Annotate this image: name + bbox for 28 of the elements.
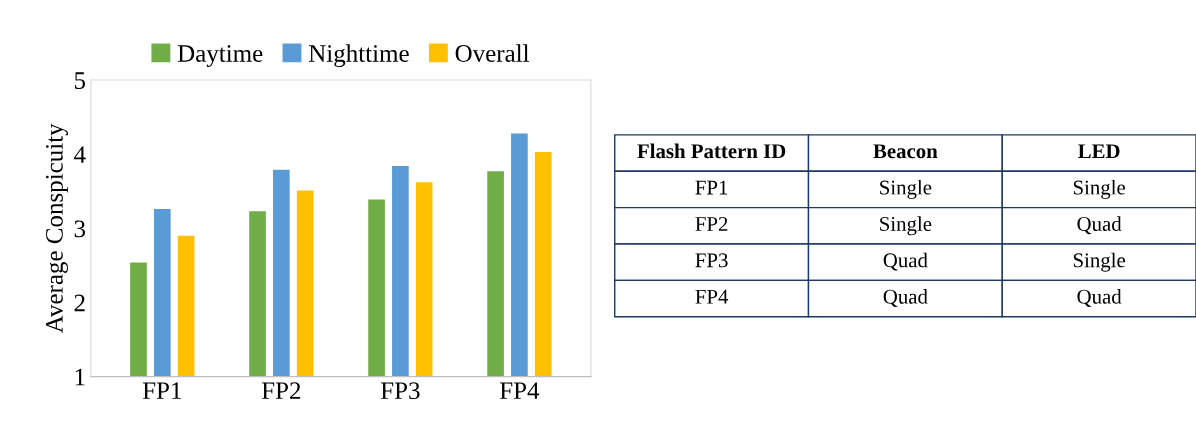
legend-label: Nighttime bbox=[308, 44, 409, 68]
text: Quad bbox=[1077, 289, 1122, 307]
y-tick-label: 1 bbox=[75, 368, 85, 386]
category-label: Flash Pattern ID bbox=[637, 143, 786, 159]
y-tick-label: 3 bbox=[74, 220, 86, 238]
text: Quad bbox=[883, 289, 928, 307]
x-tick-label: FP3 bbox=[380, 382, 420, 400]
text: Quad bbox=[883, 252, 928, 271]
category-label: FP2 bbox=[695, 216, 728, 231]
text: Single bbox=[880, 179, 932, 199]
x-tick-label: FP4 bbox=[499, 382, 540, 399]
text: Single bbox=[880, 216, 932, 236]
legend-label: Daytime bbox=[177, 45, 263, 68]
category-label: LED bbox=[1078, 144, 1120, 159]
y-tick-label: 4 bbox=[74, 146, 86, 163]
x-tick-label: FP2 bbox=[261, 382, 301, 399]
legend-label: Overall bbox=[455, 44, 530, 62]
category-label: FP4 bbox=[695, 289, 729, 304]
text: Single bbox=[1073, 179, 1126, 199]
x-tick-label: FP1 bbox=[142, 382, 181, 399]
category-label: Beacon bbox=[873, 144, 938, 159]
y-tick-label: 5 bbox=[74, 72, 86, 89]
category-label: FP3 bbox=[695, 253, 728, 268]
text: Single bbox=[1073, 252, 1126, 272]
y-tick-label: 2 bbox=[74, 294, 85, 312]
y-axis-title: Average Conspicuity bbox=[46, 123, 68, 334]
text: Quad bbox=[1077, 216, 1122, 235]
category-label: FP1 bbox=[695, 180, 728, 195]
